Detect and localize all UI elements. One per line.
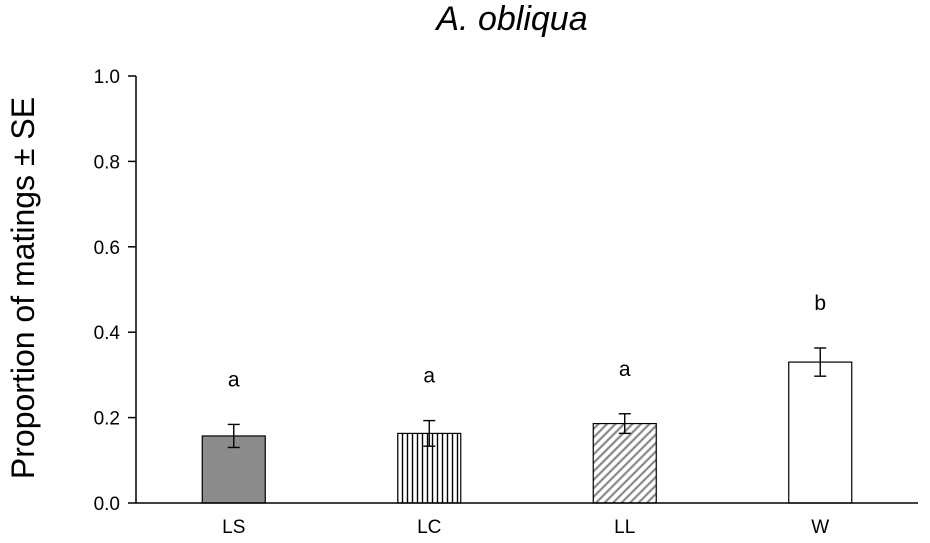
y-tick-label: 0.0 [94,494,120,515]
significance-label-lc: a [423,365,435,388]
error-bar-w [814,347,827,377]
x-tick-label-lc: LC [417,517,441,538]
chart-title: A. obliqua [434,0,587,38]
bars [201,361,853,504]
y-tick-label: 0.2 [94,409,120,430]
error-bars [227,347,827,449]
x-tick-label-w: W [811,517,829,538]
x-tick-label-ls: LS [222,517,245,538]
y-axis-ticks: 0.0 0.2 0.4 0.6 0.8 1.0 [94,67,136,515]
y-tick-label: 1.0 [94,67,120,88]
significance-label-ll: a [619,358,631,381]
bar-w [788,361,853,504]
error-bar-ll [618,413,631,435]
bar-ll [592,422,657,504]
x-tick-label-ll: LL [614,517,635,538]
significance-labels: a a a b [228,292,826,391]
significance-label-w: b [814,292,826,315]
y-tick-label: 0.4 [94,323,121,344]
y-axis-label: Proportion of matings ± SE [5,97,41,479]
x-axis-categories: LS LC LL W [222,517,829,538]
y-tick-label: 0.8 [94,152,120,173]
y-tick-label: 0.6 [94,238,120,259]
error-bar-lc [423,419,436,447]
error-bar-ls [227,423,240,449]
significance-label-ls: a [228,368,240,391]
